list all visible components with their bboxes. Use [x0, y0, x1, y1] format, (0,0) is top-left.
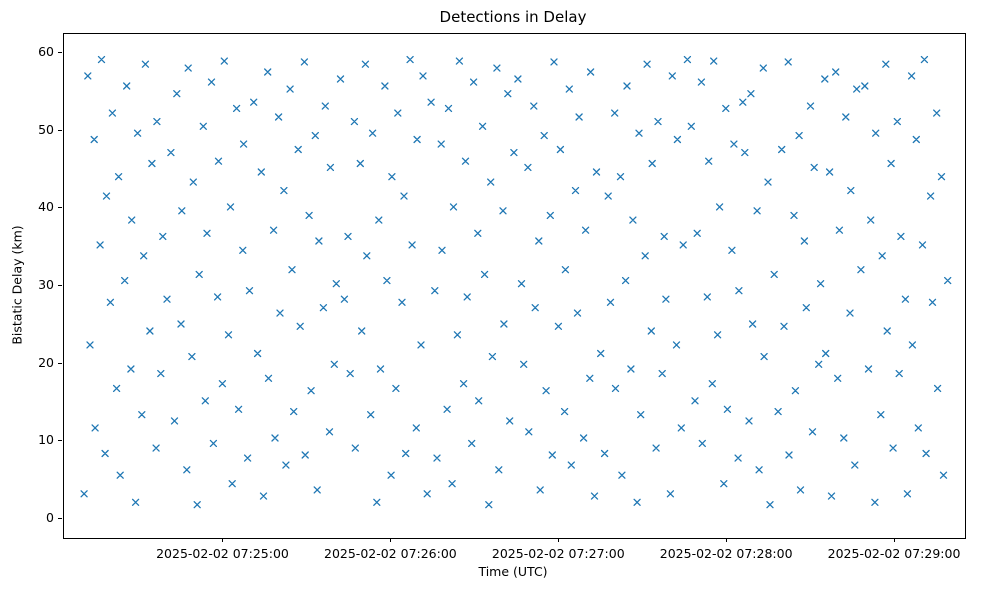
y-tick-label: 10: [38, 432, 54, 448]
y-tick-mark: [58, 362, 62, 364]
x-marker-path: [80, 55, 952, 509]
x-tick-mark: [390, 538, 392, 542]
x-tick-label: 2025-02-02 07:25:00: [156, 546, 289, 561]
y-tick-mark: [58, 129, 62, 131]
y-tick-label: 30: [38, 277, 54, 292]
x-tick-label: 2025-02-02 07:26:00: [323, 546, 457, 561]
x-tick-label: 2025-02-02 07:29:00: [827, 546, 961, 561]
x-tick-mark: [894, 538, 896, 542]
scatter-markers: [80, 55, 952, 509]
plot-area: [63, 33, 966, 539]
x-tick-label: 2025-02-02 07:27:00: [491, 546, 625, 561]
x-tick-mark: [726, 538, 728, 542]
y-tick-label: 60: [38, 44, 54, 60]
x-tick-mark: [222, 538, 224, 542]
y-tick-mark: [58, 440, 62, 442]
x-axis-label: Time (UTC): [478, 564, 548, 579]
y-tick-label: 20: [38, 354, 54, 370]
y-tick-mark: [58, 285, 62, 286]
y-tick-label: 40: [38, 199, 54, 215]
y-tick-label: 0: [46, 509, 54, 525]
y-tick-mark: [58, 52, 62, 54]
y-tick-label: 50: [38, 121, 54, 137]
y-tick-mark: [58, 207, 62, 209]
x-tick-label: 2025-02-02 07:28:00: [659, 546, 793, 561]
y-axis-label: Bistatic Delay (km): [9, 225, 25, 345]
chart-title: Detections in Delay: [439, 8, 587, 26]
x-tick-mark: [558, 538, 560, 542]
y-tick-mark: [58, 517, 62, 519]
